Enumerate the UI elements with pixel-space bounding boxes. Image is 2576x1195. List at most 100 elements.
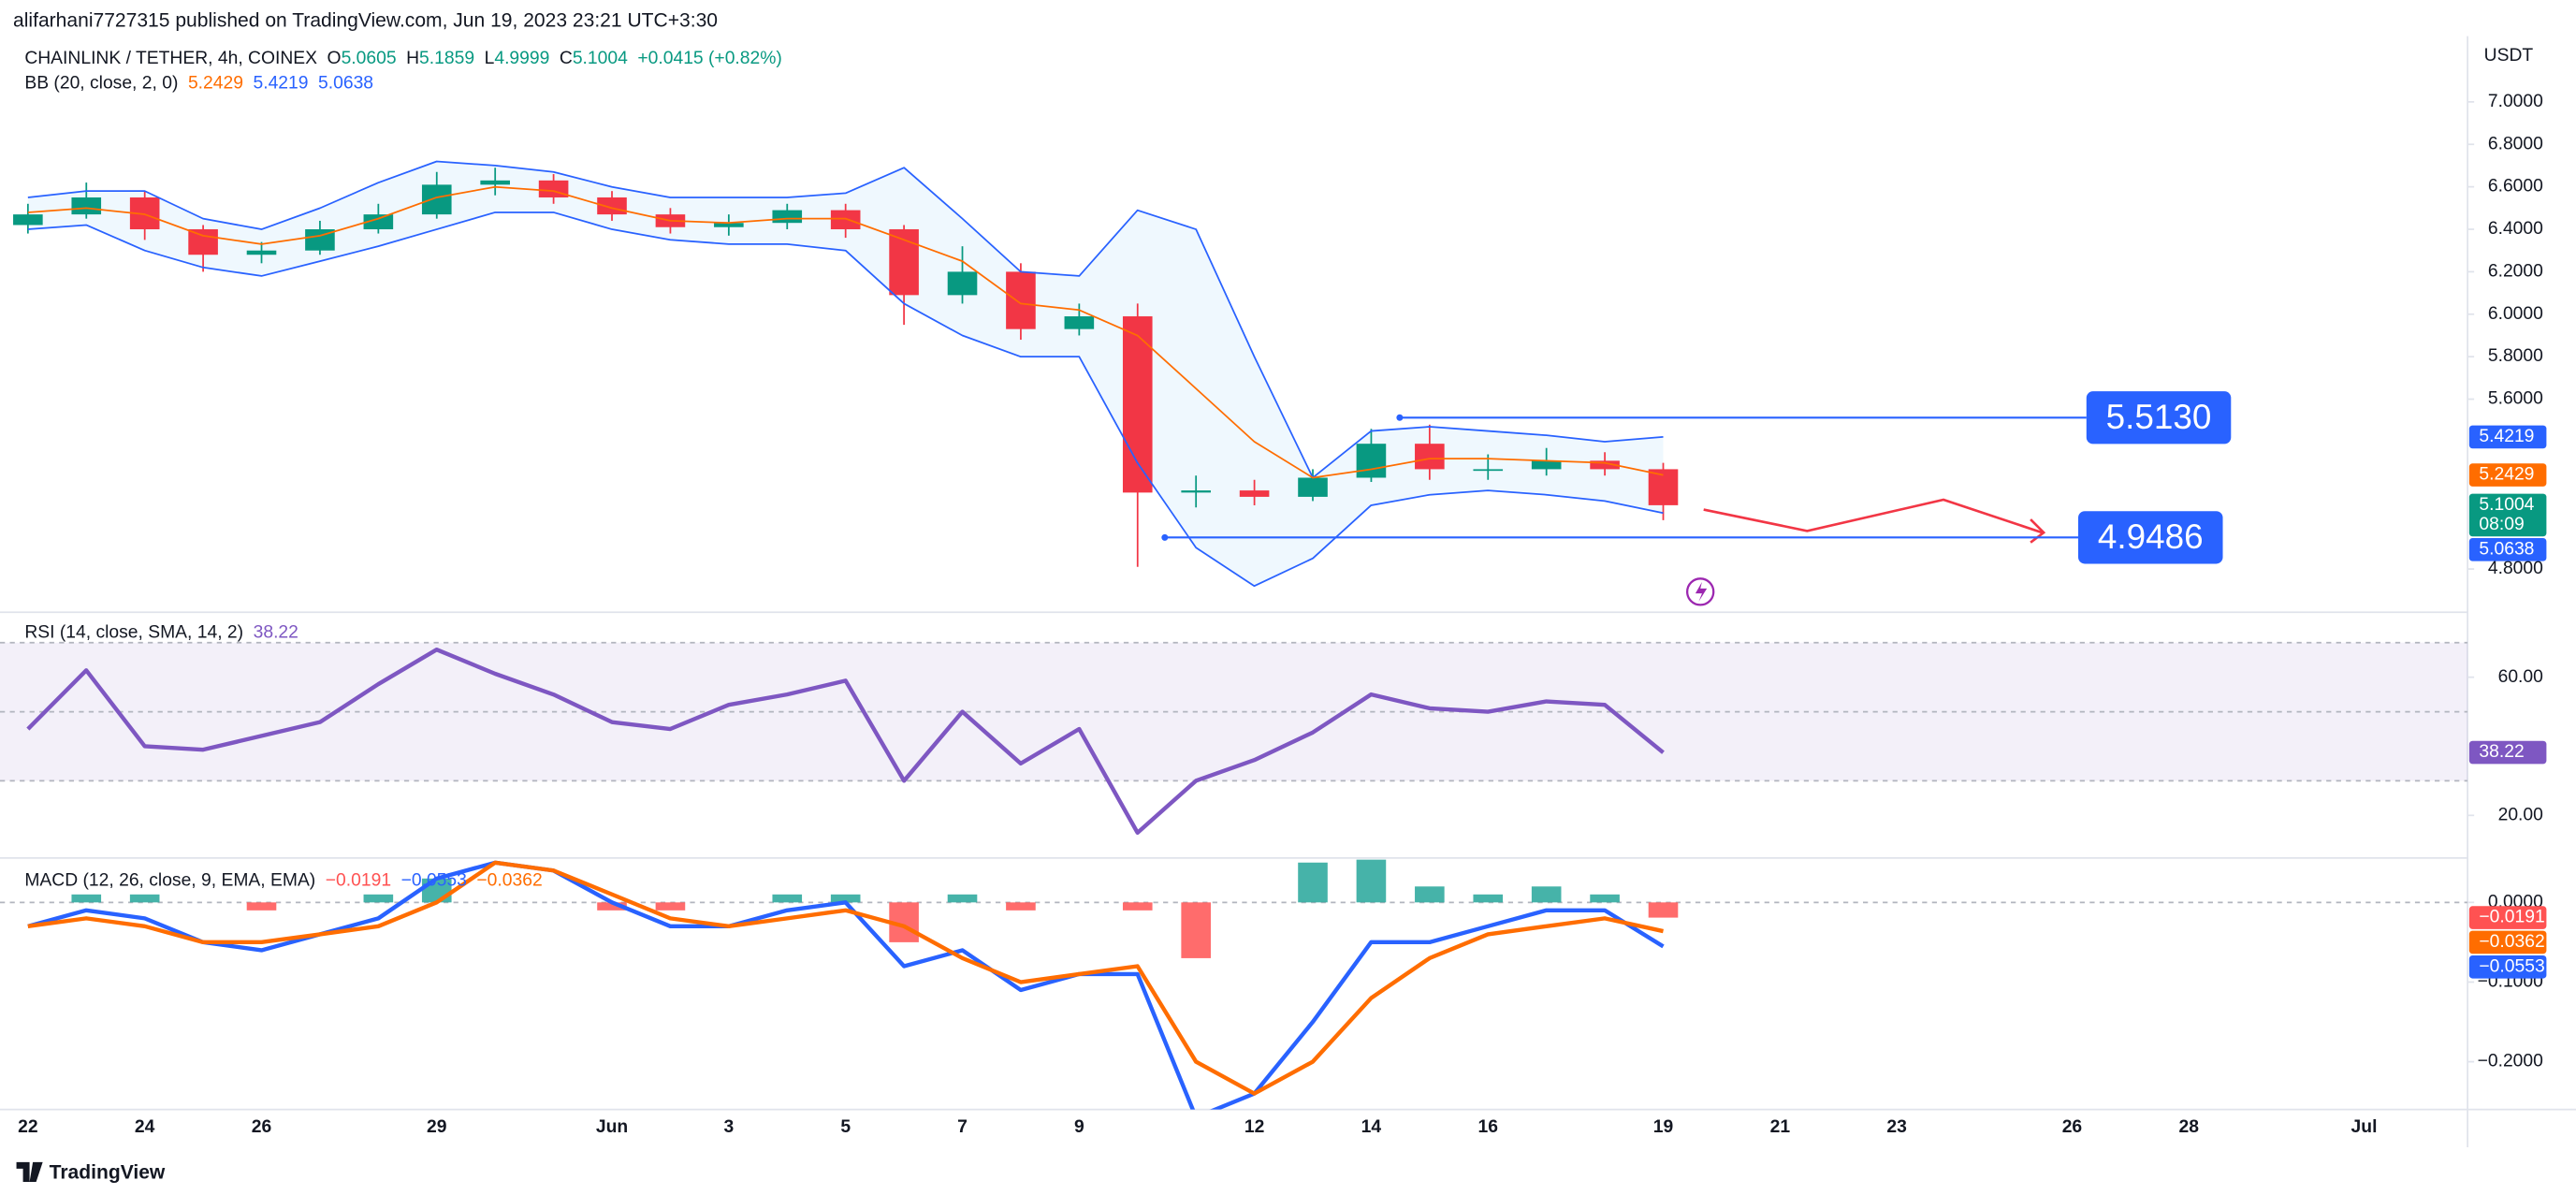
indicator-value: 5.4219 — [253, 74, 308, 94]
candle-body — [714, 223, 744, 227]
indicator-value: 5.2429 — [188, 74, 243, 94]
brand: TradingView — [16, 1161, 166, 1184]
projection-arrow — [1703, 498, 2043, 534]
histogram-bar — [363, 894, 394, 903]
publisher: alifarhani7727315 published on TradingVi… — [13, 9, 718, 31]
ohlc-value: 5.0605 — [342, 49, 397, 68]
y-tick-label: 6.2000 — [2488, 261, 2543, 281]
candle-body — [1122, 316, 1153, 493]
candle-body — [71, 197, 102, 215]
legend-title: RSI (14, close, SMA, 14, 2) — [24, 622, 243, 642]
legend-title: CHAINLINK / TETHER, 4h, COINEX — [24, 49, 317, 68]
histogram-bar — [1473, 894, 1504, 903]
level-label: 4.9486 — [2098, 517, 2204, 556]
overlay: 22 24 26 29 Jun 3 5 7 9 12 14 16 19 21 23 26 28 Jul 7.0000… — [18, 46, 2547, 1137]
rsi-line — [26, 647, 1665, 836]
candle-body — [13, 214, 43, 226]
x-tick-label: 7 — [957, 1117, 968, 1137]
x-tick-label: 26 — [252, 1117, 272, 1137]
price-tag-label: 5.0638 — [2479, 539, 2534, 559]
candle-body — [772, 210, 803, 224]
histogram-bar — [1531, 886, 1562, 903]
ohlc-letter: L — [485, 49, 495, 68]
legend-value: 38.22 — [254, 622, 298, 642]
candle-body — [1648, 469, 1679, 505]
candle-body — [480, 180, 510, 185]
x-tick-label: 28 — [2179, 1117, 2200, 1137]
price-tag-label: 5.2429 — [2479, 465, 2534, 485]
bb-line — [27, 160, 1664, 479]
price-tag — [2468, 930, 2547, 955]
y-tick-label: 6.0000 — [2488, 304, 2543, 324]
price-tag-label: 5.4219 — [2479, 427, 2534, 446]
candle-body — [947, 271, 978, 296]
histogram-bar — [1181, 902, 1211, 958]
histogram-bar — [1415, 886, 1445, 903]
candle-body — [1356, 444, 1387, 478]
x-tick-label: 19 — [1653, 1117, 1674, 1137]
histogram-bar — [1648, 902, 1679, 918]
x-tick-label: 16 — [1478, 1117, 1499, 1137]
histogram-bar — [1356, 859, 1387, 903]
brand-name: TradingView — [50, 1162, 166, 1184]
level-handle — [1161, 533, 1169, 541]
histogram-bar — [830, 894, 861, 903]
price-tag — [2468, 740, 2547, 765]
legend-value: −0.0362 — [476, 871, 542, 891]
price-tag — [2468, 463, 2547, 487]
y-tick-label: 6.6000 — [2488, 177, 2543, 197]
price-tag-label: −0.0362 — [2479, 932, 2544, 952]
candle-body — [1064, 316, 1095, 329]
candle-body — [1181, 490, 1211, 493]
x-tick-label: Jul — [2351, 1117, 2378, 1137]
ohlc-value: +0.0415 (+0.82%) — [637, 49, 781, 68]
candle-body — [246, 250, 277, 255]
histogram-bar — [246, 902, 277, 911]
level-handle — [1396, 414, 1404, 421]
arrow-head — [2030, 518, 2046, 544]
candle-body — [1298, 477, 1328, 497]
bb-line — [27, 185, 1664, 479]
histogram-bar — [947, 894, 978, 903]
price-tag — [2468, 955, 2547, 979]
ohlc-value: 4.9999 — [494, 49, 549, 68]
price-pane — [13, 160, 1679, 588]
x-tick-label: 23 — [1886, 1117, 1907, 1137]
x-tick-label: 12 — [1244, 1117, 1264, 1137]
x-tick-label: Jun — [596, 1117, 628, 1137]
y-tick-label: 6.4000 — [2488, 219, 2543, 239]
legend: CHAINLINK / TETHER, 4h, COINEX O5.0605 H5.… — [24, 49, 782, 68]
histogram-bar — [597, 902, 627, 911]
x-tick-label: 24 — [135, 1117, 155, 1137]
level-label: 5.5130 — [2106, 398, 2212, 436]
histogram-bar — [1006, 902, 1036, 911]
macd-pane — [0, 859, 2468, 1110]
histogram-bar — [129, 894, 160, 903]
y-tick-label: 60.00 — [2498, 667, 2543, 687]
candle-body — [1006, 271, 1036, 329]
price-tag-label: −0.0191 — [2479, 908, 2544, 927]
histogram-bar — [1590, 894, 1620, 903]
x-tick-label: 9 — [1074, 1117, 1084, 1137]
price-tag — [2468, 425, 2547, 449]
y-tick-label: 7.0000 — [2488, 92, 2543, 111]
countdown: 08:09 — [2479, 515, 2524, 534]
ohlc-letter: C — [560, 49, 573, 68]
indicator-value: 5.0638 — [318, 74, 373, 94]
histogram-bar — [1122, 902, 1153, 911]
candle-body — [188, 229, 218, 255]
y-tick-label: 6.8000 — [2488, 134, 2543, 153]
y-axis-label: USDT — [2484, 46, 2534, 66]
histogram-bar — [421, 878, 452, 903]
price-tag-label: 5.1004 — [2479, 495, 2534, 515]
candle-body — [305, 229, 335, 251]
brand-logo — [16, 1161, 43, 1182]
x-tick-label: 21 — [1770, 1117, 1791, 1137]
histogram-bar — [772, 894, 803, 903]
x-tick-label: 26 — [2062, 1117, 2083, 1137]
y-tick-label: 5.6000 — [2488, 389, 2543, 409]
candle-body — [1415, 444, 1445, 470]
price-tag — [2468, 538, 2547, 561]
